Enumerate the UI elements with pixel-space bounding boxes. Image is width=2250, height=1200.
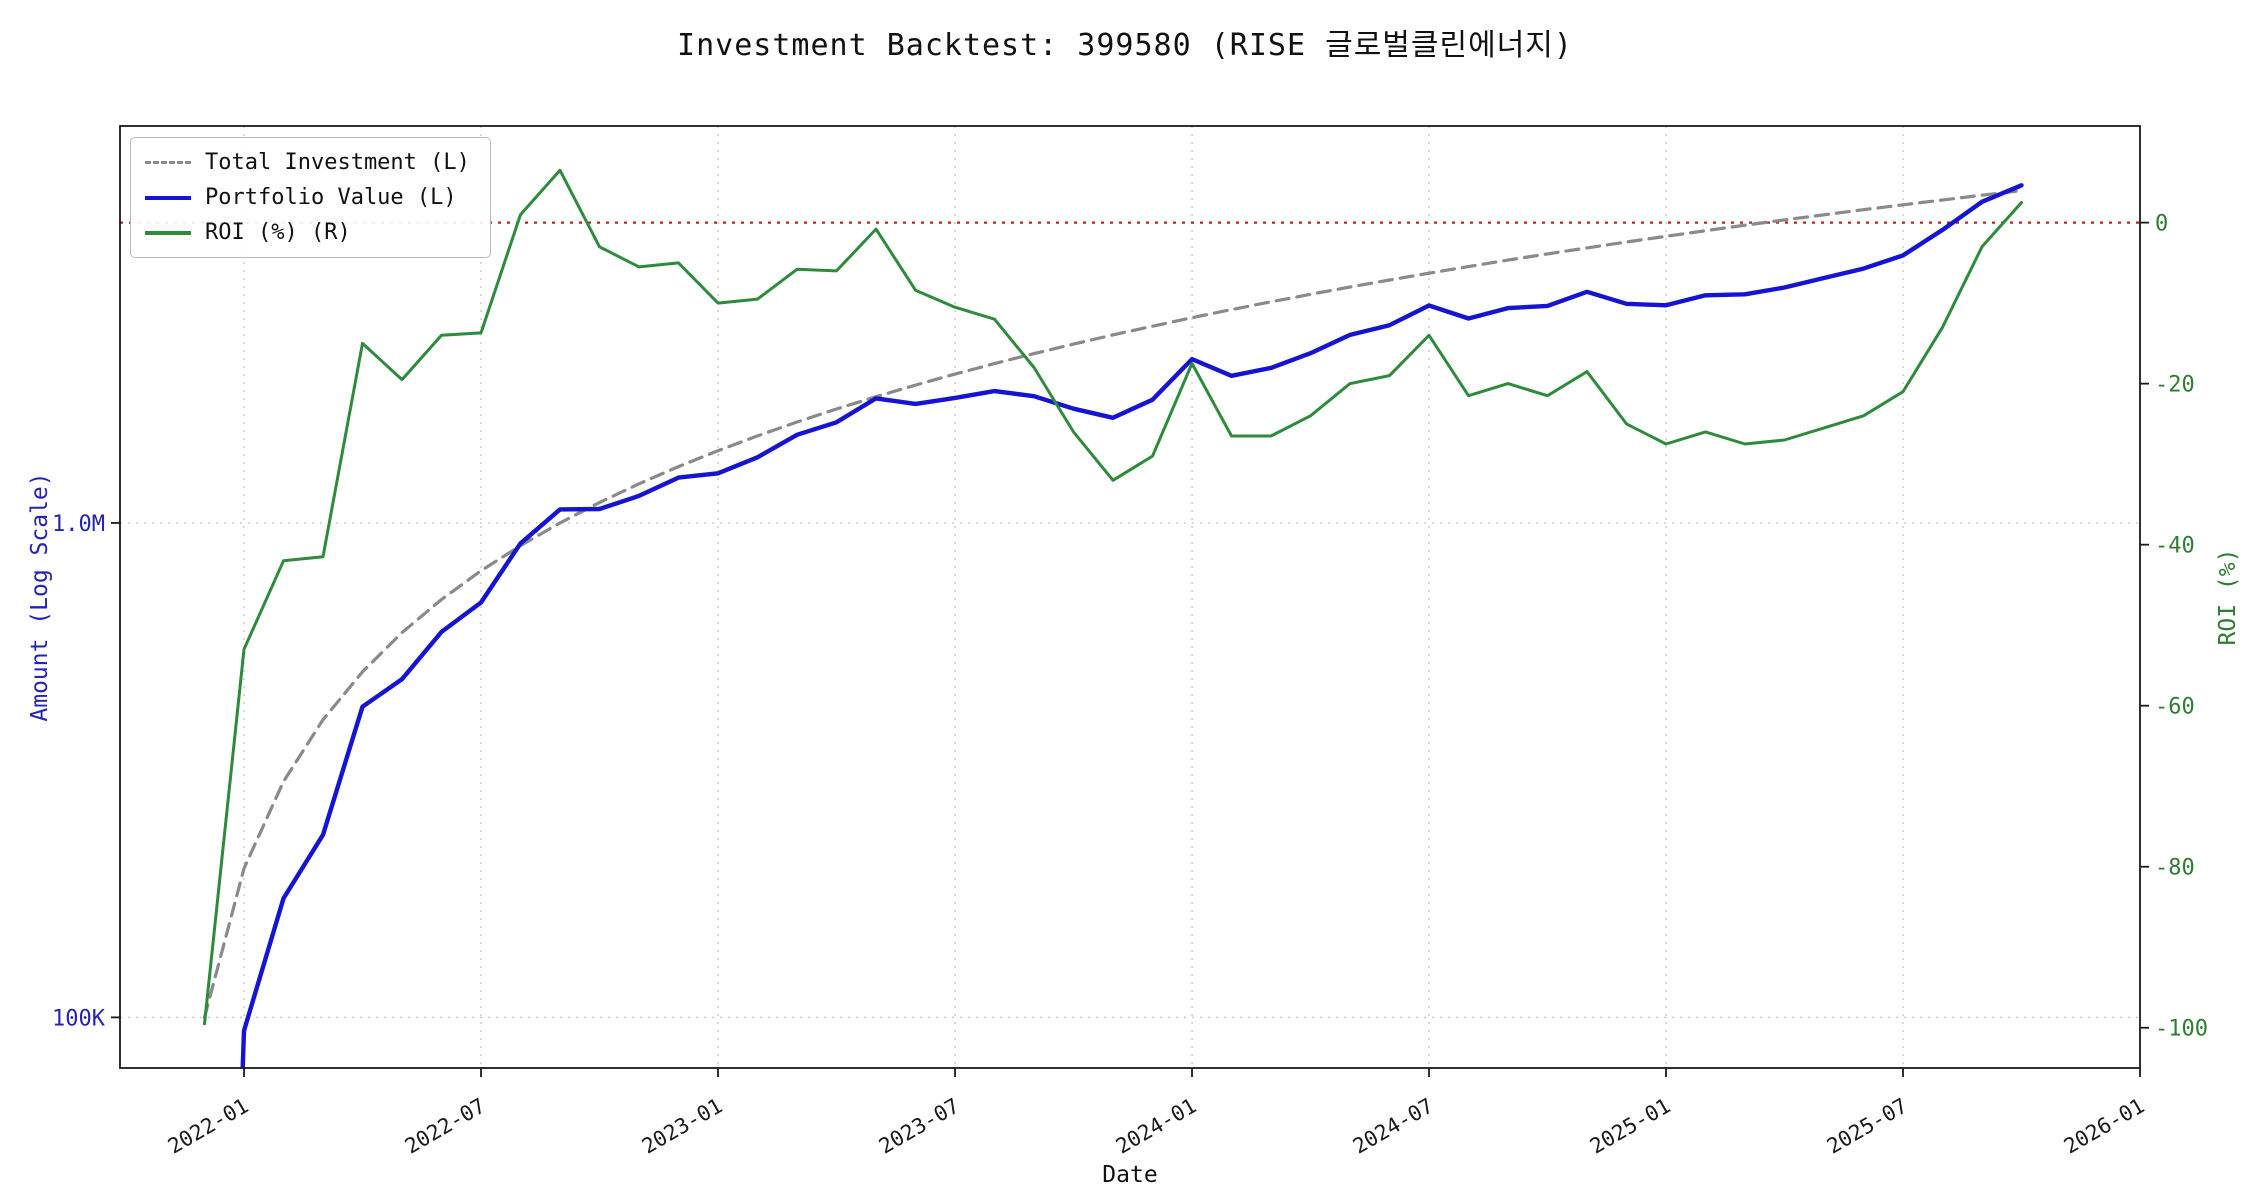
chart-title: Investment Backtest: 399580 (RISE 글로벌클린에…: [677, 28, 1573, 63]
svg-text:0: 0: [2155, 212, 2168, 237]
svg-text:2023-01: 2023-01: [638, 1094, 727, 1159]
svg-text:2026-01: 2026-01: [2060, 1094, 2149, 1159]
right-tick-labels: 0 -20 -40 -60 -80 -100: [2140, 212, 2208, 1042]
legend-label-portfolio-value: Portfolio Value (L): [205, 185, 457, 210]
solid-blue-line-sample: [145, 195, 191, 200]
svg-text:1.0M: 1.0M: [52, 512, 105, 537]
legend-label-roi: ROI (%) (R): [205, 220, 351, 245]
right-axis-title: ROI (%): [2215, 548, 2241, 646]
x-axis-title: Date: [1102, 1162, 1158, 1188]
legend-label-total-investment: Total Investment (L): [205, 150, 470, 175]
svg-text:2025-01: 2025-01: [1586, 1094, 1675, 1159]
svg-text:2023-07: 2023-07: [875, 1094, 964, 1159]
svg-text:-20: -20: [2155, 373, 2195, 398]
svg-text:-40: -40: [2155, 534, 2195, 559]
plot-border: [119, 125, 2141, 1069]
left-tick-labels: 100K 1.0M: [52, 512, 120, 1031]
svg-text:-60: -60: [2155, 695, 2195, 720]
dashed-line-sample: [145, 161, 191, 164]
svg-text:-80: -80: [2155, 856, 2195, 881]
chart-legend: Total Investment (L) Portfolio Value (L)…: [130, 137, 491, 258]
portfolio-value-line: [240, 183, 2024, 1068]
y-gridlines: [120, 522, 2140, 1019]
legend-item-portfolio-value: Portfolio Value (L): [145, 185, 470, 210]
svg-text:2022-01: 2022-01: [164, 1094, 253, 1159]
x-tick-labels: 2022-01 2022-07 2023-01 2023-07 2024-01 2024-…: [164, 1068, 2149, 1159]
total-investment-line: [202, 189, 2024, 1020]
roi-line: [203, 168, 2023, 1026]
svg-text:2024-07: 2024-07: [1349, 1094, 1438, 1159]
legend-item-total-investment: Total Investment (L): [145, 150, 470, 175]
svg-text:2024-01: 2024-01: [1112, 1094, 1201, 1159]
svg-text:100K: 100K: [52, 1006, 106, 1031]
x-gridlines: [243, 126, 2141, 1068]
left-axis-title: Amount (Log Scale): [27, 472, 53, 722]
svg-text:-100: -100: [2155, 1017, 2208, 1042]
svg-text:2025-07: 2025-07: [1823, 1094, 1912, 1159]
legend-item-roi: ROI (%) (R): [145, 220, 470, 245]
svg-text:2022-07: 2022-07: [401, 1094, 490, 1159]
solid-green-line-sample: [145, 230, 191, 235]
